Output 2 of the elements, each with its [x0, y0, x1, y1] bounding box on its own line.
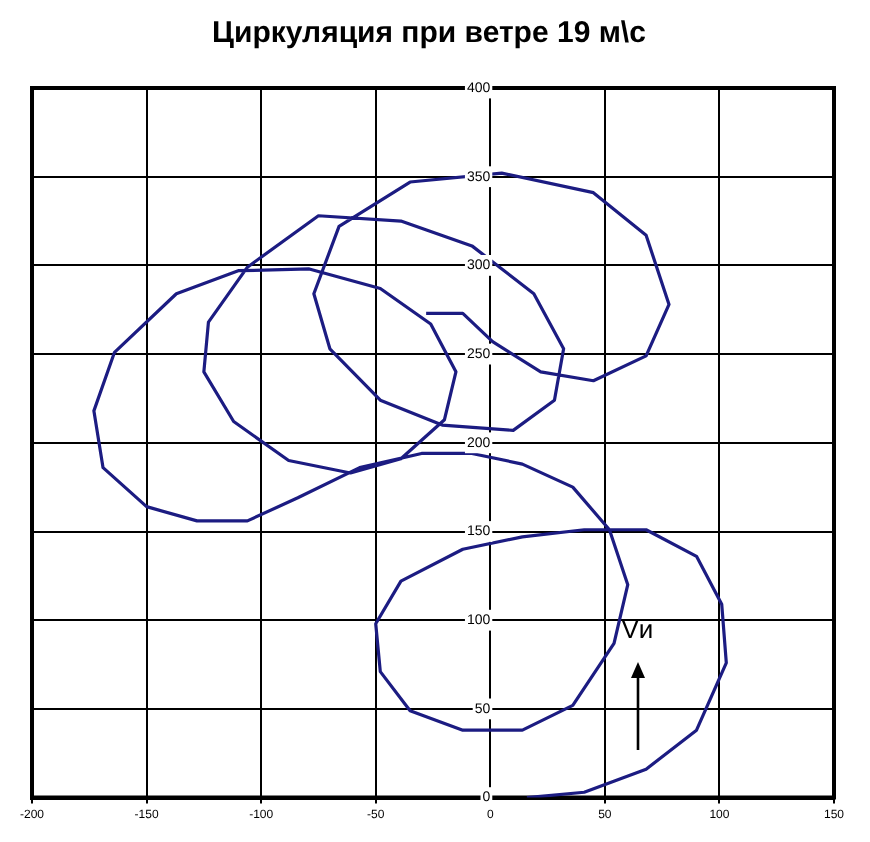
annotation: Vи [621, 613, 654, 644]
chart-title: Циркуляция при ветре 19 м\с [212, 16, 646, 51]
